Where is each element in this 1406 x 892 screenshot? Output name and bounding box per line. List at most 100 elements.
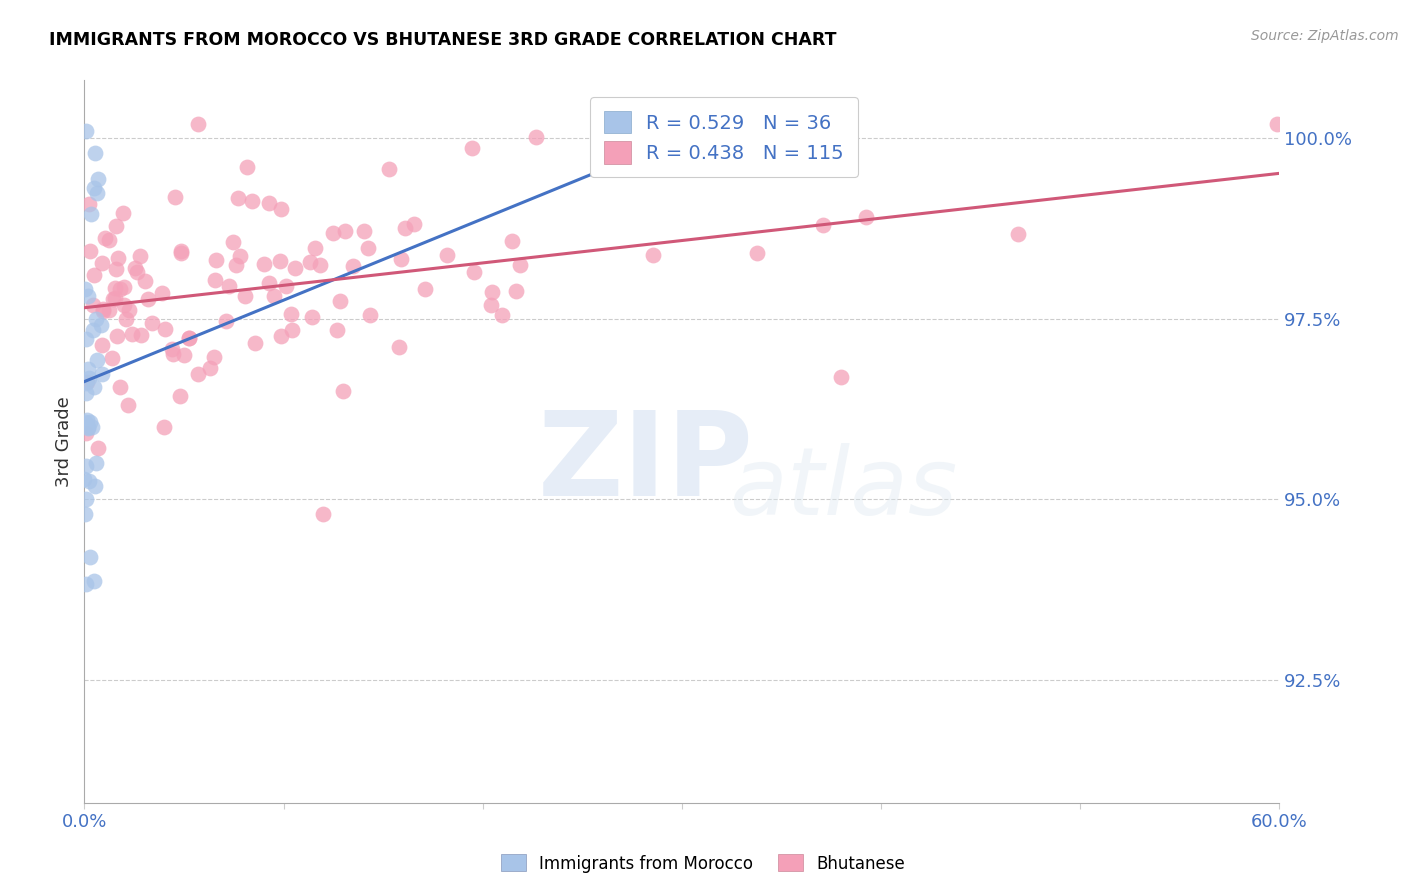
Point (77, 196, 100, 211)
Text: IMMIGRANTS FROM MOROCCO VS BHUTANESE 3RD GRADE CORRELATION CHART: IMMIGRANTS FROM MOROCCO VS BHUTANESE 3RD… (49, 31, 837, 49)
Point (136, 292, 159, 306)
Point (105, 329, 128, 343)
Point (153, 420, 176, 434)
Point (76, 413, 98, 427)
Point (509, 258, 531, 272)
Point (150, 286, 173, 301)
Point (463, 265, 485, 279)
Point (98, 233, 121, 247)
Point (79, 550, 101, 565)
Point (118, 302, 141, 317)
Point (378, 161, 401, 176)
Point (173, 348, 195, 362)
Point (114, 312, 136, 326)
Point (112, 279, 135, 293)
Point (91, 304, 114, 318)
Point (169, 389, 191, 403)
Point (76, 375, 98, 389)
Point (215, 314, 238, 328)
Point (107, 251, 129, 265)
Point (284, 260, 307, 275)
Point (491, 308, 513, 322)
Point (276, 278, 298, 293)
Point (312, 507, 335, 521)
Point (179, 331, 201, 345)
Point (281, 323, 304, 337)
Point (128, 248, 150, 262)
Point (501, 234, 523, 248)
Point (357, 241, 380, 255)
Point (389, 252, 412, 267)
Point (82, 323, 104, 337)
Point (160, 343, 183, 357)
Point (165, 190, 187, 204)
Point (270, 329, 292, 343)
Point (112, 206, 135, 220)
Point (83, 181, 105, 195)
Point (187, 367, 209, 381)
Point (187, 117, 209, 131)
Point (101, 292, 124, 306)
Point (280, 307, 302, 321)
Point (108, 380, 131, 394)
Point (131, 327, 153, 342)
Point (353, 224, 375, 238)
Point (127, 265, 149, 279)
Point (229, 249, 252, 263)
Point (86, 456, 108, 470)
Point (73, 472, 96, 486)
Point (811, 218, 834, 232)
Point (91, 338, 114, 352)
Point (325, 323, 347, 337)
Point (1265, 117, 1288, 131)
Point (233, 289, 256, 303)
Point (93, 231, 115, 245)
Point (79, 244, 101, 259)
Point (82, 420, 104, 434)
Point (77, 362, 100, 376)
Point (830, 369, 852, 384)
Point (170, 246, 193, 260)
Point (73, 282, 96, 296)
Point (202, 350, 225, 364)
Point (75, 426, 97, 441)
Point (73, 415, 96, 429)
Point (124, 260, 146, 275)
Point (257, 276, 280, 290)
Point (225, 258, 247, 272)
Point (333, 224, 356, 238)
Point (263, 289, 285, 303)
Point (76, 421, 98, 435)
Point (235, 160, 257, 174)
Point (87, 441, 110, 455)
Text: ZIP: ZIP (538, 406, 754, 521)
Point (110, 282, 132, 296)
Point (76, 288, 98, 302)
Point (162, 347, 184, 361)
Point (75, 124, 97, 138)
Point (91, 302, 114, 317)
Point (104, 292, 127, 306)
Point (75, 332, 97, 346)
Text: atlas: atlas (730, 443, 957, 534)
Point (242, 194, 264, 208)
Point (479, 298, 502, 312)
Point (226, 191, 249, 205)
Point (90, 367, 112, 381)
Point (257, 196, 280, 211)
Point (269, 254, 291, 268)
Point (104, 219, 127, 233)
Point (86, 353, 108, 368)
Point (205, 252, 228, 267)
Point (75, 576, 97, 591)
Point (75, 376, 97, 390)
Point (76, 420, 98, 434)
Point (83, 268, 105, 282)
Point (79, 415, 101, 429)
Point (204, 273, 226, 287)
Point (690, 131, 713, 145)
Point (308, 258, 330, 272)
Point (200, 360, 222, 375)
Point (304, 241, 326, 255)
Point (1007, 227, 1029, 241)
